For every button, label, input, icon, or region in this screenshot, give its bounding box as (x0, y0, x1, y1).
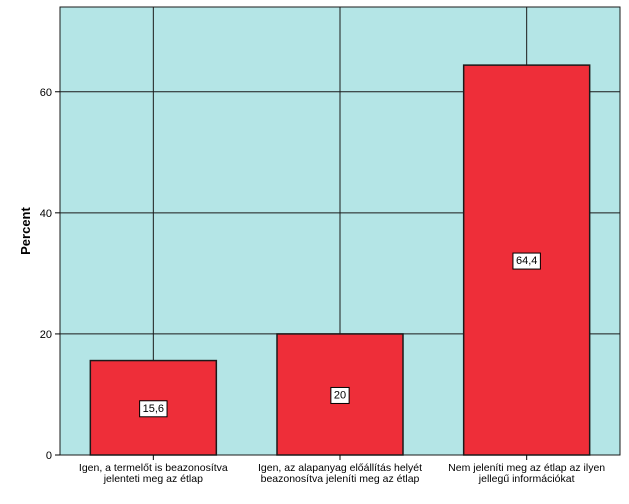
bar (89, 359, 218, 456)
data-label-box (139, 400, 168, 418)
data-label: 15,6 (139, 400, 168, 418)
x-axis: Igen, a termelőt is beazonosítva jelentet… (79, 455, 605, 485)
data-label-text: 64,4 (516, 255, 537, 267)
data-label-box (512, 252, 541, 270)
x-category-label-line: Igen, a termelőt is beazonosítva (79, 462, 228, 474)
x-category-label-line: Igen, az alapanyag előállítás helyét (258, 462, 422, 474)
bars: 15,6 20 64,4 (89, 64, 591, 456)
y-tick-label: 60 (40, 87, 52, 99)
y-axis: 0 20 40 60 (40, 87, 60, 462)
y-tick-label: 20 (40, 329, 52, 341)
x-category-label-line: Nem jeleníti meg az étlap az ilyen (448, 462, 605, 474)
data-label: 64,4 (512, 252, 541, 270)
y-axis-label: Percent (18, 206, 33, 254)
x-category-label: Nem jeleníti meg az étlap az ilyen jelleg… (448, 462, 605, 485)
x-category-label: Igen, a termelőt is beazonosítva jelentet… (79, 462, 228, 485)
x-category-label-line: beazonosítva jeleníti meg az étlap (261, 473, 420, 485)
x-category-label-line: jellegű információkat (478, 473, 575, 485)
y-tick-label: 0 (46, 450, 52, 462)
y-tick-label: 40 (40, 208, 52, 220)
data-label-text: 15,6 (143, 403, 164, 415)
data-label-box (330, 386, 350, 404)
x-category-label: Igen, az alapanyag előállítás helyét beaz… (258, 462, 422, 485)
x-category-label-line: jelenteti meg az étlap (103, 473, 203, 485)
data-label-text: 20 (334, 389, 346, 401)
data-label: 20 (330, 386, 350, 404)
